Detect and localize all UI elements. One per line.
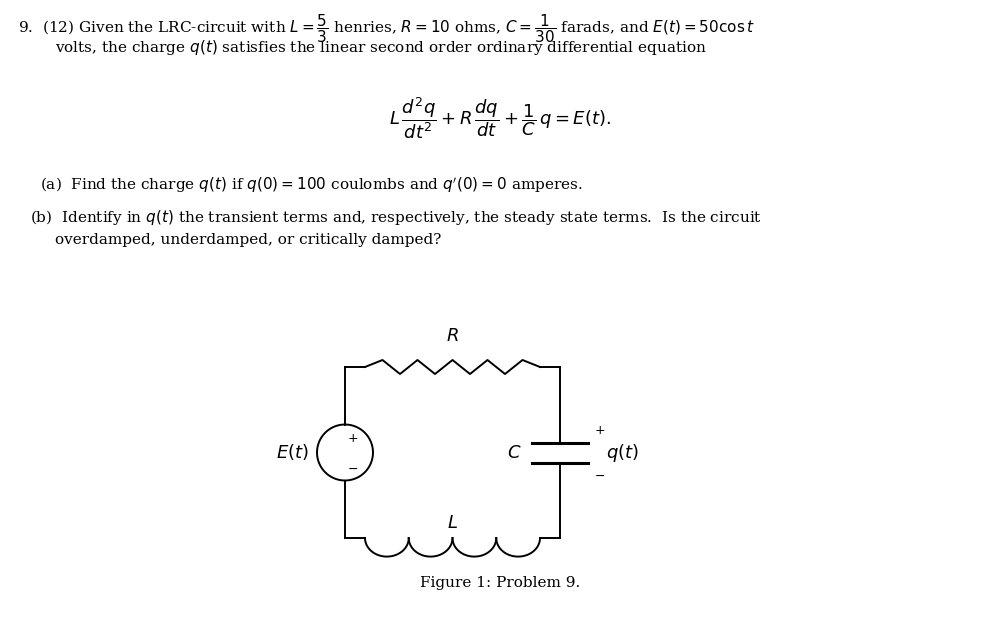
Text: $-$: $-$: [594, 469, 606, 482]
Text: $-$: $-$: [347, 462, 358, 475]
Text: (a)  Find the charge $q(t)$ if $q(0) = 100$ coulombs and $q'(0) = 0$ amperes.: (a) Find the charge $q(t)$ if $q(0) = 10…: [40, 175, 583, 194]
Text: $L$: $L$: [447, 514, 458, 532]
Text: Figure 1: Problem 9.: Figure 1: Problem 9.: [419, 576, 581, 590]
Text: $R$: $R$: [446, 327, 458, 345]
Text: $L\,\dfrac{d^2q}{dt^2} + R\,\dfrac{dq}{dt} + \dfrac{1}{C}\,q = E(t).$: $L\,\dfrac{d^2q}{dt^2} + R\,\dfrac{dq}{d…: [389, 95, 611, 141]
Text: overdamped, underdamped, or critically damped?: overdamped, underdamped, or critically d…: [55, 233, 441, 247]
Text: (b)  Identify in $q(t)$ the transient terms and, respectively, the steady state : (b) Identify in $q(t)$ the transient ter…: [30, 208, 762, 227]
Text: $C$: $C$: [508, 443, 522, 462]
Text: 9.  (12) Given the LRC-circuit with $L = \dfrac{5}{3}$ henries, $R = 10$ ohms, $: 9. (12) Given the LRC-circuit with $L = …: [18, 12, 755, 45]
Text: $q(t)$: $q(t)$: [606, 441, 639, 464]
Text: $+$: $+$: [347, 432, 358, 445]
Text: $E(t)$: $E(t)$: [276, 443, 309, 462]
Text: volts, the charge $q(t)$ satisfies the linear second order ordinary differential: volts, the charge $q(t)$ satisfies the l…: [55, 38, 707, 57]
Text: $+$: $+$: [594, 423, 606, 436]
